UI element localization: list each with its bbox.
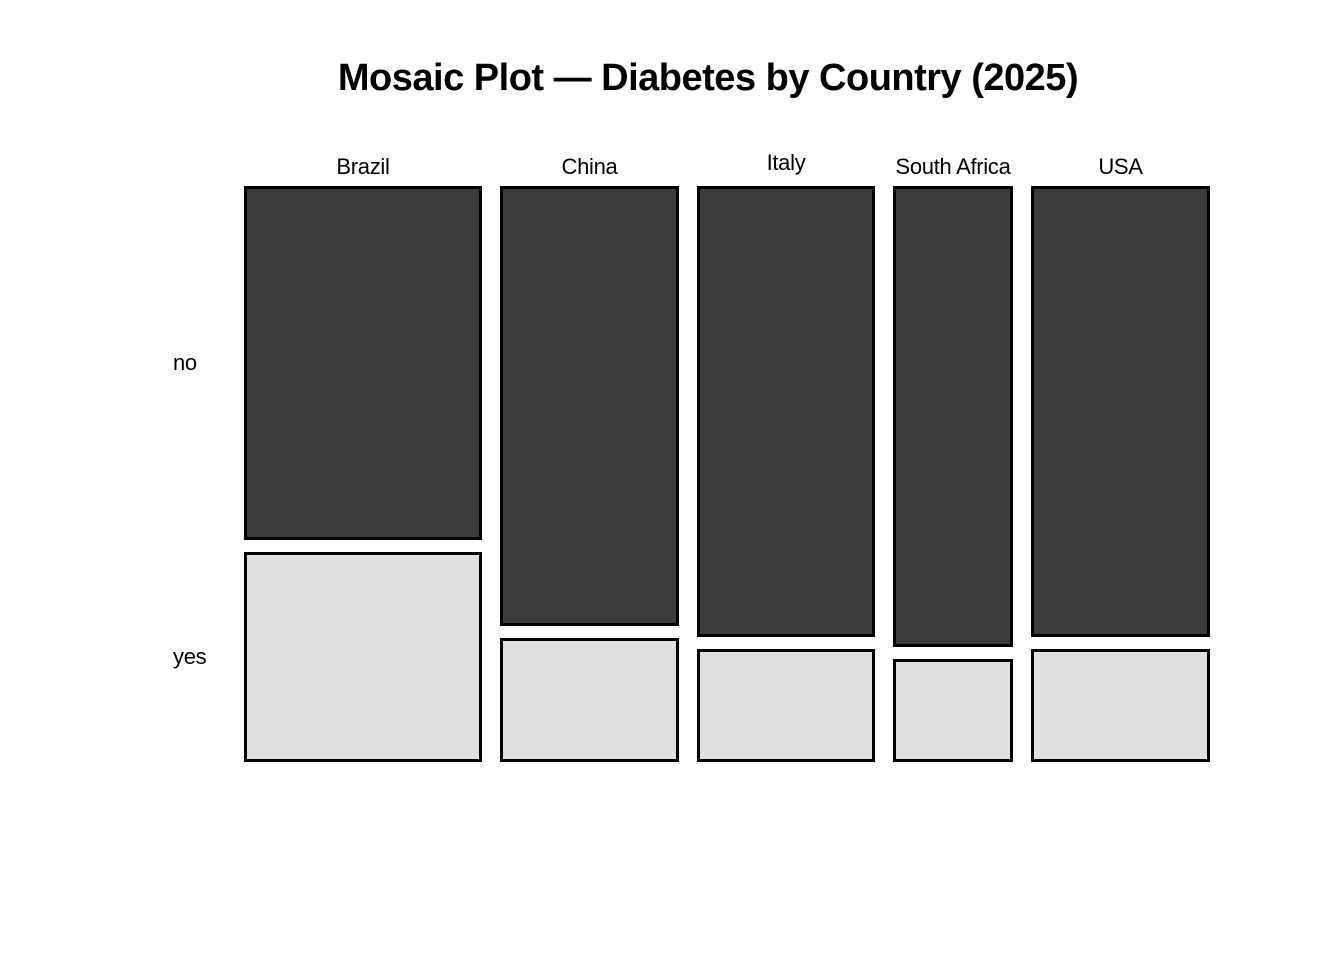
mosaic-cell-no-china: [500, 186, 679, 626]
mosaic-cell-yes-italy: [697, 649, 875, 762]
mosaic-cell-yes-brazil: [244, 552, 482, 762]
mosaic-cell-yes-china: [500, 638, 679, 762]
column-label-usa: USA: [1098, 154, 1143, 179]
mosaic-cell-no-south-africa: [893, 186, 1013, 647]
row-label-yes: yes: [173, 644, 207, 669]
mosaic-cell-no-italy: [697, 186, 875, 637]
plot-area: Brazil China Italy South Africa USA no yes: [173, 150, 1210, 762]
row-label-no: no: [173, 350, 197, 375]
mosaic-cell-yes-usa: [1031, 649, 1210, 762]
column-label-italy: Italy: [766, 150, 806, 175]
column-label-south-africa: South Africa: [895, 154, 1011, 179]
column-label-brazil: Brazil: [336, 154, 390, 179]
chart-title: Mosaic Plot — Diabetes by Country (2025): [337, 57, 1079, 99]
column-label-china: China: [561, 154, 618, 179]
mosaic-cell-no-brazil: [244, 186, 482, 540]
mosaic-cell-yes-south-africa: [893, 659, 1013, 762]
mosaic-cell-no-usa: [1031, 186, 1210, 637]
